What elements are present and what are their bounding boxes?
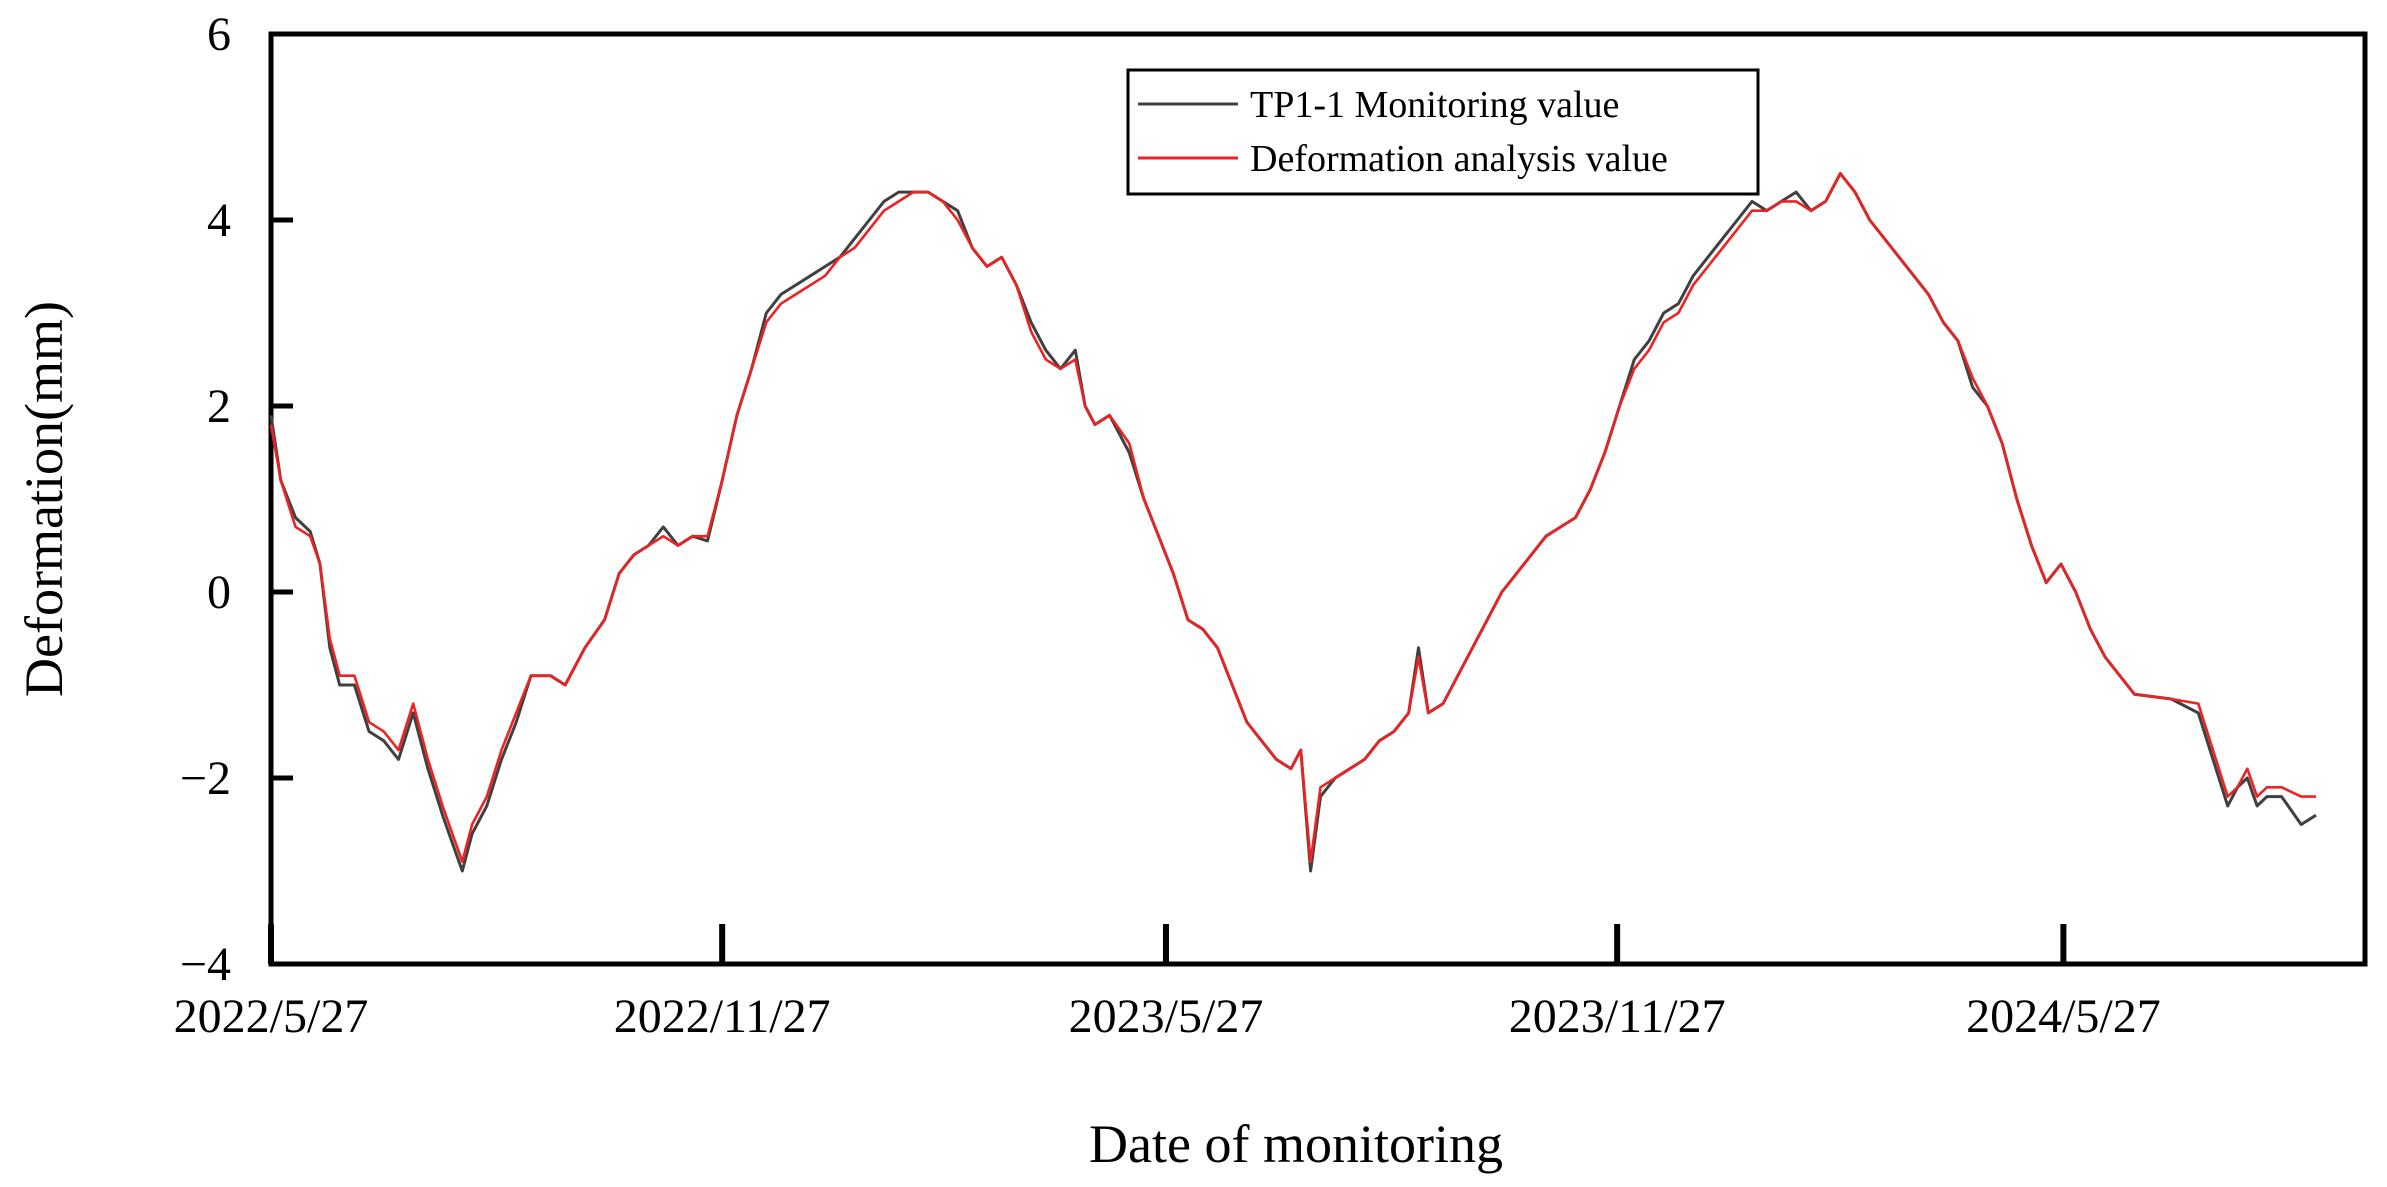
y-tick-label: 2 — [207, 380, 231, 433]
series-line-analysis — [269, 172, 2316, 863]
legend-box — [1126, 68, 1760, 196]
y-tick-label: −2 — [180, 752, 231, 805]
plot-lines — [269, 172, 2317, 873]
x-tick-label: 2023/5/27 — [1069, 990, 1264, 1043]
x-axis-title: Date of monitoring — [1089, 1114, 1503, 1174]
legend-label-analysis: Deformation analysis value — [1250, 138, 1668, 180]
y-axis: −4 −2 0 2 4 6 — [180, 8, 293, 991]
x-tick-label: 2023/11/27 — [1509, 990, 1726, 1043]
x-tick-label: 2024/5/27 — [1966, 990, 2161, 1043]
legend-label-monitoring: TP1-1 Monitoring value — [1250, 84, 1619, 126]
y-tick-label: 0 — [207, 566, 231, 619]
x-axis: 2022/5/27 2022/11/27 2023/5/27 2023/11/27 20… — [174, 924, 2161, 1043]
y-tick-label: 6 — [207, 8, 231, 61]
x-tick-label: 2022/5/27 — [174, 990, 369, 1043]
y-tick-label: −4 — [180, 938, 231, 991]
y-axis-title: Deformation(mm) — [14, 301, 74, 697]
x-tick-label: 2022/11/27 — [614, 990, 831, 1043]
y-tick-label: 4 — [207, 194, 231, 247]
legend: TP1-1 Monitoring value Deformation analy… — [1126, 68, 1760, 196]
plot-frame — [268, 31, 2368, 967]
